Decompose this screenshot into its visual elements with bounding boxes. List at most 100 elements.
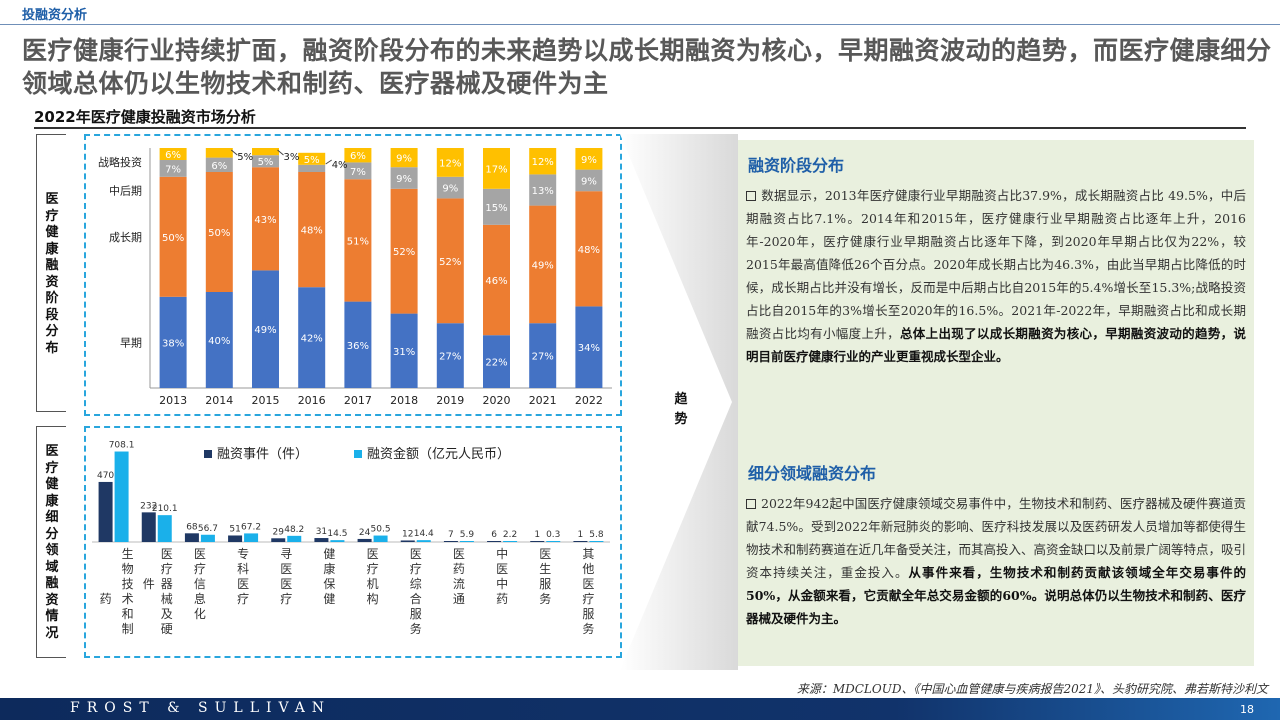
stage-bar-2022-3 — [575, 148, 603, 170]
segment-legend-label: 融资事件（件） — [217, 447, 308, 462]
segment-category-label: 医疗器械及硬件 — [143, 547, 173, 636]
segment-text-conclusion: 从事件来看，生物技术和制药贡献该领域全年交易事件的50%，从金额来看，它贡献全年… — [746, 565, 1246, 626]
segment-bar-0-3 — [228, 535, 243, 542]
segment-value-label: 7 — [448, 530, 454, 540]
segment-bar-1-9 — [503, 541, 518, 542]
stage-bar-2017-0 — [344, 301, 372, 388]
stage-value-label: 9% — [396, 174, 412, 185]
stage-callout-line — [277, 149, 284, 156]
segment-bar-0-5 — [314, 538, 329, 542]
stage-bar-2016-2 — [298, 164, 326, 172]
stage-year-label: 2019 — [436, 394, 464, 407]
segment-bar-1-5 — [330, 540, 345, 542]
stage-value-label: 49% — [254, 325, 276, 336]
stage-value-label: 51% — [347, 236, 369, 247]
segment-financing-label: 医疗健康细分领域融资情况 — [45, 444, 59, 641]
segment-value-label: 48.2 — [284, 525, 304, 535]
stage-bar-2019-2 — [436, 176, 464, 199]
segment-category-label: 生物技术和制药 — [100, 547, 134, 636]
stage-bar-2022-2 — [575, 169, 603, 192]
footer-bar — [0, 698, 1280, 720]
stage-year-label: 2016 — [298, 394, 326, 407]
segment-value-label: 14.5 — [327, 529, 347, 539]
stage-bar-2015-1 — [252, 167, 279, 271]
stage-series-label: 成长期 — [109, 231, 142, 244]
segment-bar-0-8 — [443, 541, 458, 542]
stage-value-label: 6% — [350, 151, 366, 162]
stage-value-label: 42% — [301, 334, 323, 345]
segment-value-label: 1 — [534, 530, 540, 540]
stage-bar-2017-3 — [344, 148, 372, 163]
segment-category-label: 寻医医疗 — [280, 547, 292, 606]
stage-bar-2019-1 — [436, 198, 464, 324]
segment-value-label: 29 — [273, 527, 285, 537]
segment-value-label: 67.2 — [241, 522, 261, 532]
stage-bar-2019-3 — [436, 148, 464, 177]
page-headline: 医疗健康行业持续扩面，融资阶段分布的未来趋势以成长期融资为核心，早期融资波动的趋… — [22, 36, 1272, 98]
source-note: 来源：MDCLOUD、《中国心血管健康与疾病报告2021》、头豹研究院、弗若斯特… — [796, 682, 1268, 696]
stage-bar-2015-0 — [252, 270, 279, 388]
segment-value-label: 708.1 — [109, 441, 135, 451]
segment-category-label: 医疗机构 — [367, 547, 379, 606]
checkbox-bullet-icon — [746, 499, 756, 509]
segment-bar-1-11 — [589, 541, 604, 542]
segment-bar-0-4 — [271, 538, 286, 542]
stage-year-label: 2015 — [252, 394, 280, 407]
segment-legend-label: 融资金额（亿元人民币） — [367, 446, 510, 462]
page-number: 18 — [1240, 703, 1254, 716]
stage-bar-2017-1 — [344, 179, 372, 302]
stage-value-label: 52% — [439, 257, 461, 268]
stage-bar-2022-0 — [575, 306, 603, 388]
stage-distribution-chart: 38% 50% 7% 6% 2013 40% 50% 6% 2014 49% 43% 5% 2015 42… — [98, 148, 612, 407]
stage-year-label: 2014 — [205, 394, 233, 407]
stage-distribution-label: 医疗健康融资阶段分布 — [45, 192, 59, 356]
segment-value-label: 56.7 — [198, 524, 218, 534]
stage-value-label: 49% — [532, 260, 554, 271]
segment-value-label: 14.4 — [414, 529, 434, 539]
stage-value-label: 17% — [485, 164, 507, 175]
stage-value-label: 6% — [165, 150, 181, 161]
checkbox-bullet-icon — [746, 191, 756, 201]
stage-value-label: 50% — [162, 233, 184, 244]
stage-bar-2018-0 — [390, 313, 418, 388]
stage-bar-2014-2 — [205, 157, 233, 172]
subtitle-divider — [34, 127, 1246, 129]
segment-financing-chart: 融资事件（件） 融资金额（亿元人民币） 470 708.1 生物技术和制药 232210.… — [92, 441, 610, 636]
stage-series-label: 中后期 — [109, 184, 142, 197]
stage-bar-2013-2 — [159, 160, 187, 177]
stage-callout-label: 5% — [237, 152, 253, 163]
stage-bar-2019-0 — [436, 323, 464, 388]
segment-category-label: 健康保健 — [323, 547, 335, 606]
stage-bar-2014-0 — [205, 292, 233, 388]
segment-value-label: 68 — [186, 522, 198, 532]
segment-bar-1-4 — [287, 535, 302, 542]
segment-bar-1-7 — [416, 540, 431, 542]
segment-bar-1-6 — [373, 535, 388, 542]
stage-value-label: 38% — [162, 338, 184, 349]
stage-bar-2016-0 — [298, 287, 326, 388]
stage-value-label: 9% — [396, 154, 412, 165]
segment-value-label: 5.8 — [589, 530, 604, 540]
segment-bar-1-3 — [244, 533, 259, 542]
stage-bar-2020-2 — [483, 188, 510, 225]
stage-value-label: 12% — [439, 158, 461, 169]
stage-bar-2013-1 — [159, 176, 187, 297]
segment-bar-0-10 — [530, 541, 545, 542]
stage-bar-2017-2 — [344, 162, 372, 180]
stage-text-conclusion: 总体上出现了以成长期融资为核心，早期融资波动的趋势，说明目前医疗健康行业的产业更… — [746, 326, 1246, 364]
segment-text-body: 2022年942起中国医疗健康领域交易事件中，生物技术和制药、医疗器械及硬件赛道… — [746, 496, 1247, 580]
stage-value-label: 7% — [165, 164, 181, 175]
segment-value-label: 0.3 — [546, 530, 560, 540]
stage-bar-2021-1 — [529, 205, 557, 324]
stage-value-label: 12% — [532, 157, 554, 168]
stage-bar-2022-1 — [575, 191, 603, 307]
stage-value-label: 50% — [208, 228, 230, 239]
segment-category-label: 医疗信息化 — [194, 547, 206, 621]
segment-category-label: 中医中药 — [496, 546, 508, 606]
stage-section-text: 数据显示，2013年医疗健康行业早期融资占比37.9%，成长期融资占比 49.5… — [746, 184, 1246, 368]
stage-value-label: 52% — [393, 247, 415, 258]
segment-legend-swatch — [354, 450, 362, 458]
stage-bar-2021-3 — [529, 148, 557, 175]
stage-year-label: 2022 — [575, 394, 603, 407]
stage-value-label: 43% — [254, 215, 276, 226]
